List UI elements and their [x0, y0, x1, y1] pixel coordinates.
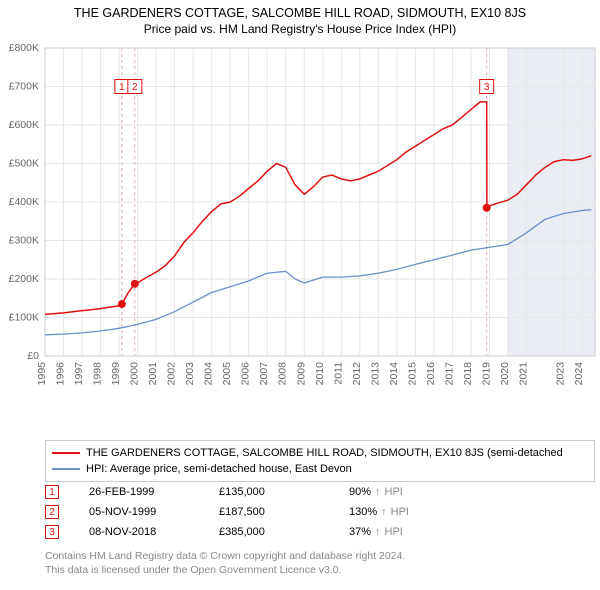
chart-container: THE GARDENERS COTTAGE, SALCOMBE HILL ROA…: [0, 0, 600, 590]
svg-text:2021: 2021: [517, 362, 529, 386]
svg-text:2018: 2018: [462, 362, 474, 386]
sale-date: 26-FEB-1999: [89, 486, 219, 498]
svg-text:2023: 2023: [555, 362, 567, 386]
sale-date: 05-NOV-1999: [89, 506, 219, 518]
svg-text:2009: 2009: [295, 362, 307, 386]
svg-text:£300K: £300K: [9, 235, 39, 247]
svg-text:£400K: £400K: [9, 196, 39, 208]
svg-text:1998: 1998: [92, 362, 104, 386]
svg-text:1999: 1999: [110, 362, 122, 386]
legend-box: THE GARDENERS COTTAGE, SALCOMBE HILL ROA…: [45, 440, 595, 482]
svg-text:2019: 2019: [480, 362, 492, 386]
up-arrow-icon: ↑: [375, 526, 381, 538]
svg-text:2007: 2007: [258, 362, 270, 386]
svg-text:2013: 2013: [369, 362, 381, 386]
sale-hpi: 37% ↑ HPI: [349, 526, 469, 538]
svg-text:1996: 1996: [55, 362, 67, 386]
sale-date: 08-NOV-2018: [89, 526, 219, 538]
svg-text:£600K: £600K: [9, 119, 39, 131]
svg-text:2014: 2014: [388, 362, 400, 386]
credits-line1: Contains HM Land Registry data © Crown c…: [45, 550, 595, 564]
legend-row: HPI: Average price, semi-detached house,…: [52, 461, 588, 477]
svg-text:2008: 2008: [277, 362, 289, 386]
svg-text:£100K: £100K: [9, 312, 39, 324]
sale-price: £187,500: [219, 506, 349, 518]
credits-line2: This data is licensed under the Open Gov…: [45, 564, 595, 578]
chart-subtitle: Price paid vs. HM Land Registry's House …: [0, 22, 600, 36]
legend-label: THE GARDENERS COTTAGE, SALCOMBE HILL ROA…: [86, 447, 563, 459]
sale-hpi-label: HPI: [385, 486, 403, 498]
chart-area: £0£100K£200K£300K£400K£500K£600K£700K£80…: [45, 48, 595, 396]
legend-swatch: [52, 452, 80, 454]
svg-text:2005: 2005: [221, 362, 233, 386]
svg-text:£0: £0: [27, 350, 39, 362]
sale-hpi: 90% ↑ HPI: [349, 486, 469, 498]
svg-text:2016: 2016: [425, 362, 437, 386]
svg-text:2015: 2015: [406, 362, 418, 386]
svg-text:2002: 2002: [166, 362, 178, 386]
legend-label: HPI: Average price, semi-detached house,…: [86, 463, 352, 475]
svg-text:£800K: £800K: [9, 42, 39, 54]
legend-row: THE GARDENERS COTTAGE, SALCOMBE HILL ROA…: [52, 445, 588, 461]
svg-text:2: 2: [132, 82, 138, 93]
sale-marker-number: 2: [45, 505, 59, 519]
sale-row: 3 08-NOV-2018£385,00037% ↑ HPI: [45, 522, 595, 542]
svg-text:3: 3: [484, 82, 490, 93]
chart-title: THE GARDENERS COTTAGE, SALCOMBE HILL ROA…: [0, 6, 600, 20]
svg-text:1995: 1995: [36, 362, 48, 386]
title-block: THE GARDENERS COTTAGE, SALCOMBE HILL ROA…: [0, 0, 600, 36]
credits-block: Contains HM Land Registry data © Crown c…: [45, 550, 595, 577]
sale-price: £385,000: [219, 526, 349, 538]
up-arrow-icon: ↑: [375, 486, 381, 498]
sales-table: 1 26-FEB-1999£135,00090% ↑ HPI 2 05-NOV-1999£…: [45, 482, 595, 542]
chart-svg: £0£100K£200K£300K£400K£500K£600K£700K£80…: [45, 48, 595, 396]
svg-text:2001: 2001: [147, 362, 159, 386]
sale-marker-number: 3: [45, 525, 59, 539]
svg-text:2004: 2004: [203, 362, 215, 386]
sale-hpi-pct: 90%: [349, 486, 371, 498]
svg-text:2024: 2024: [573, 362, 585, 386]
svg-text:2020: 2020: [499, 362, 511, 386]
svg-text:£500K: £500K: [9, 158, 39, 170]
legend-swatch: [52, 468, 80, 470]
svg-text:1: 1: [119, 82, 125, 93]
svg-text:2011: 2011: [332, 362, 344, 385]
sale-marker-number: 1: [45, 485, 59, 499]
svg-text:2000: 2000: [129, 362, 141, 386]
svg-text:2017: 2017: [443, 362, 455, 386]
svg-text:2006: 2006: [240, 362, 252, 386]
svg-text:£700K: £700K: [9, 81, 39, 93]
sale-price: £135,000: [219, 486, 349, 498]
svg-text:2003: 2003: [184, 362, 196, 386]
sale-row: 2 05-NOV-1999£187,500130% ↑ HPI: [45, 502, 595, 522]
svg-text:2012: 2012: [351, 362, 363, 386]
svg-text:£200K: £200K: [9, 273, 39, 285]
svg-text:1997: 1997: [73, 362, 85, 386]
sale-hpi-label: HPI: [385, 526, 403, 538]
up-arrow-icon: ↑: [381, 506, 387, 518]
svg-text:2010: 2010: [314, 362, 326, 386]
sale-hpi-pct: 130%: [349, 506, 377, 518]
sale-hpi-label: HPI: [391, 506, 409, 518]
sale-hpi: 130% ↑ HPI: [349, 506, 469, 518]
sale-hpi-pct: 37%: [349, 526, 371, 538]
sale-row: 1 26-FEB-1999£135,00090% ↑ HPI: [45, 482, 595, 502]
